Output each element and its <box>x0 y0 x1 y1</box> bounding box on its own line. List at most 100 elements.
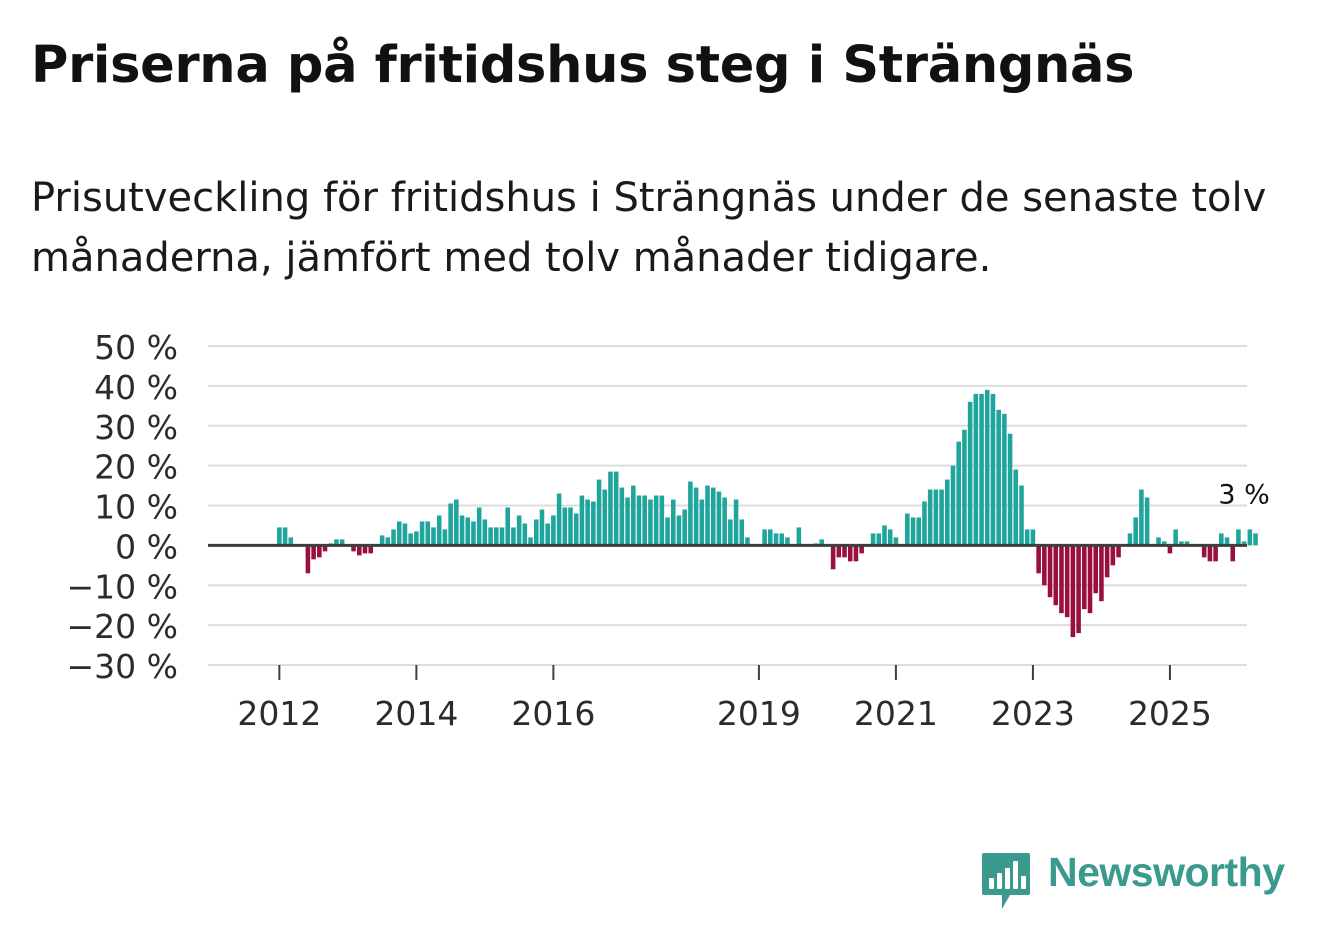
bar <box>1002 413 1007 546</box>
bar <box>619 487 625 546</box>
bar <box>967 401 973 546</box>
bar <box>927 489 933 546</box>
bar <box>1087 545 1093 614</box>
bar <box>1230 545 1236 562</box>
bar <box>545 523 550 546</box>
bar <box>1207 545 1213 562</box>
bar <box>591 501 596 546</box>
bar <box>882 525 887 546</box>
bar <box>317 545 322 558</box>
bar <box>659 495 665 546</box>
bar <box>1179 541 1184 546</box>
bar <box>1013 469 1019 546</box>
chart-title: Priserna på fritidshus steg i Strängnäs <box>31 36 1135 95</box>
bar <box>436 515 442 546</box>
bars <box>277 389 1258 638</box>
bar <box>482 519 488 546</box>
bar <box>454 499 459 546</box>
bar <box>562 507 568 546</box>
bar <box>602 489 608 546</box>
y-tick-label: 10 % <box>94 488 178 527</box>
bar <box>876 533 882 546</box>
bar <box>573 513 579 546</box>
bar <box>670 499 676 546</box>
bar <box>1224 537 1230 546</box>
bar <box>693 487 699 546</box>
bar <box>419 521 425 546</box>
bar <box>842 545 847 558</box>
bar <box>1076 545 1081 634</box>
annotations: 3 % <box>1218 479 1269 510</box>
bar <box>425 521 431 546</box>
y-tick-label: −20 % <box>67 607 179 646</box>
bar <box>830 545 836 570</box>
bar <box>665 517 670 546</box>
bar <box>448 503 453 546</box>
bar <box>568 507 573 546</box>
bar <box>745 537 750 546</box>
bar <box>1236 529 1241 546</box>
bar <box>459 515 465 546</box>
bar <box>277 527 282 546</box>
bar <box>431 527 436 546</box>
bar <box>1241 541 1247 546</box>
bar <box>996 409 1001 546</box>
bar <box>648 499 653 546</box>
bar <box>728 519 733 546</box>
bar <box>870 533 876 546</box>
bar <box>1173 529 1178 546</box>
bar <box>768 529 773 546</box>
bar <box>1024 529 1030 546</box>
bar <box>973 393 979 546</box>
bar <box>1030 529 1036 546</box>
bar <box>334 539 339 546</box>
x-tick-label: 2019 <box>717 694 801 733</box>
bar <box>979 393 984 546</box>
bar <box>642 495 648 546</box>
bar <box>1213 545 1218 562</box>
bar <box>631 485 636 546</box>
bar <box>785 537 790 546</box>
bar <box>956 441 961 546</box>
bar <box>339 539 345 546</box>
bar <box>1161 541 1167 546</box>
bar <box>682 509 687 546</box>
bar <box>1053 545 1059 606</box>
bar <box>414 531 419 546</box>
bar <box>539 509 545 546</box>
bar <box>716 491 722 546</box>
bar <box>962 429 967 546</box>
bar <box>556 493 562 546</box>
bar <box>351 545 356 552</box>
bar <box>893 537 899 546</box>
bar <box>322 545 328 552</box>
bar <box>499 527 505 546</box>
bar <box>476 507 482 546</box>
bar <box>859 545 864 554</box>
bar <box>282 527 288 546</box>
bar <box>288 537 294 546</box>
bar <box>385 537 391 546</box>
bar <box>516 515 522 546</box>
bar <box>357 545 362 556</box>
bar <box>1116 545 1121 558</box>
bar <box>1156 537 1161 546</box>
bar <box>950 465 956 546</box>
bar <box>916 517 922 546</box>
bar <box>528 537 533 546</box>
bar <box>1064 545 1070 618</box>
bar <box>773 533 779 546</box>
brand-name: Newsworthy <box>1048 849 1285 895</box>
bar <box>1070 545 1076 638</box>
bar <box>1144 497 1150 546</box>
bar <box>1133 517 1138 546</box>
bar <box>853 545 859 562</box>
bar <box>990 393 996 546</box>
bar <box>402 523 408 546</box>
bar <box>710 487 716 546</box>
bar <box>511 527 516 546</box>
chart-subtitle: Prisutveckling för fritidshus i Strängnä… <box>31 175 1267 281</box>
bar <box>722 497 727 546</box>
bar <box>945 479 950 546</box>
bar <box>699 499 705 546</box>
